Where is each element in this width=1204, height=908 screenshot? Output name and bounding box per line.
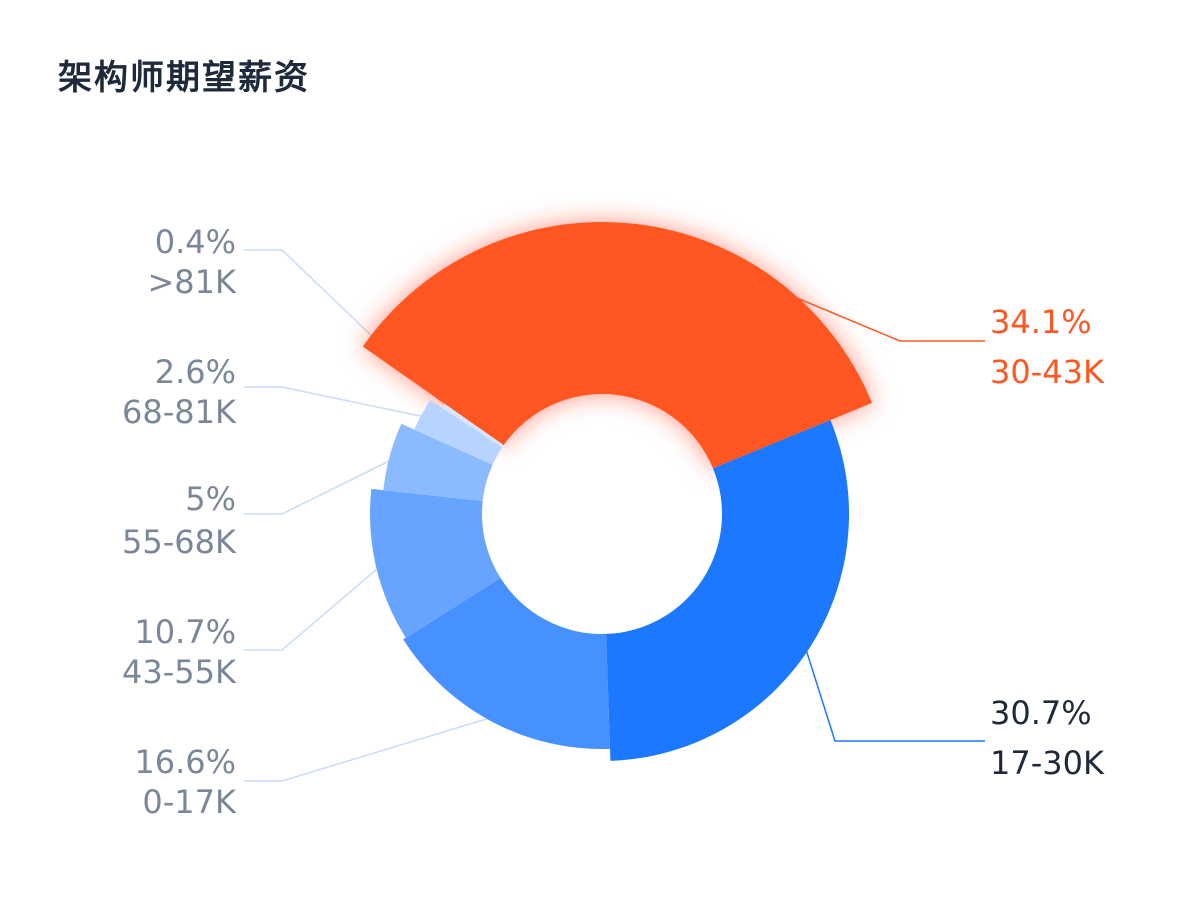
chart-title: 架构师期望薪资 — [58, 58, 310, 98]
percent-label-30-43k: 34.1% — [990, 303, 1092, 341]
category-label-gt-81k: >81K — [147, 263, 237, 301]
category-label-30-43k: 30-43K — [990, 353, 1105, 391]
category-label-43-55k: 43-55K — [122, 653, 237, 691]
percent-label-43-55k: 10.7% — [134, 613, 236, 651]
percent-label-17-30k: 30.7% — [990, 694, 1092, 732]
slice-17-30k — [606, 420, 850, 761]
percent-label-55-68k: 5% — [185, 480, 236, 518]
leader-line-43-55k — [244, 564, 383, 651]
leader-line-0-17k — [244, 715, 496, 782]
slice-0-17k — [403, 578, 611, 749]
slice-55-68k — [383, 423, 493, 501]
leader-line-55-68k — [244, 457, 396, 515]
slice-gt-81k — [442, 403, 504, 448]
percent-label-68-81k: 2.6% — [155, 353, 236, 391]
slices — [362, 222, 873, 761]
slice-labels: 34.1% 30-43K 30.7% 17-30K 16.6%0-17K 10.7%43-… — [122, 223, 1105, 821]
slice-30-43k — [362, 222, 873, 469]
percent-label-0-17k: 16.6% — [134, 743, 236, 781]
slice-43-55k — [370, 488, 501, 638]
category-label-55-68k: 55-68K — [122, 523, 237, 561]
category-label-0-17k: 0-17K — [142, 783, 237, 821]
category-label-68-81k: 68-81K — [122, 393, 237, 431]
slice-68-81k — [414, 400, 503, 465]
category-label-17-30k: 17-30K — [990, 744, 1105, 782]
leader-line-17-30k — [803, 644, 985, 742]
leader-line-68-81k — [244, 386, 428, 419]
percent-label-gt-81k: 0.4% — [155, 223, 236, 261]
